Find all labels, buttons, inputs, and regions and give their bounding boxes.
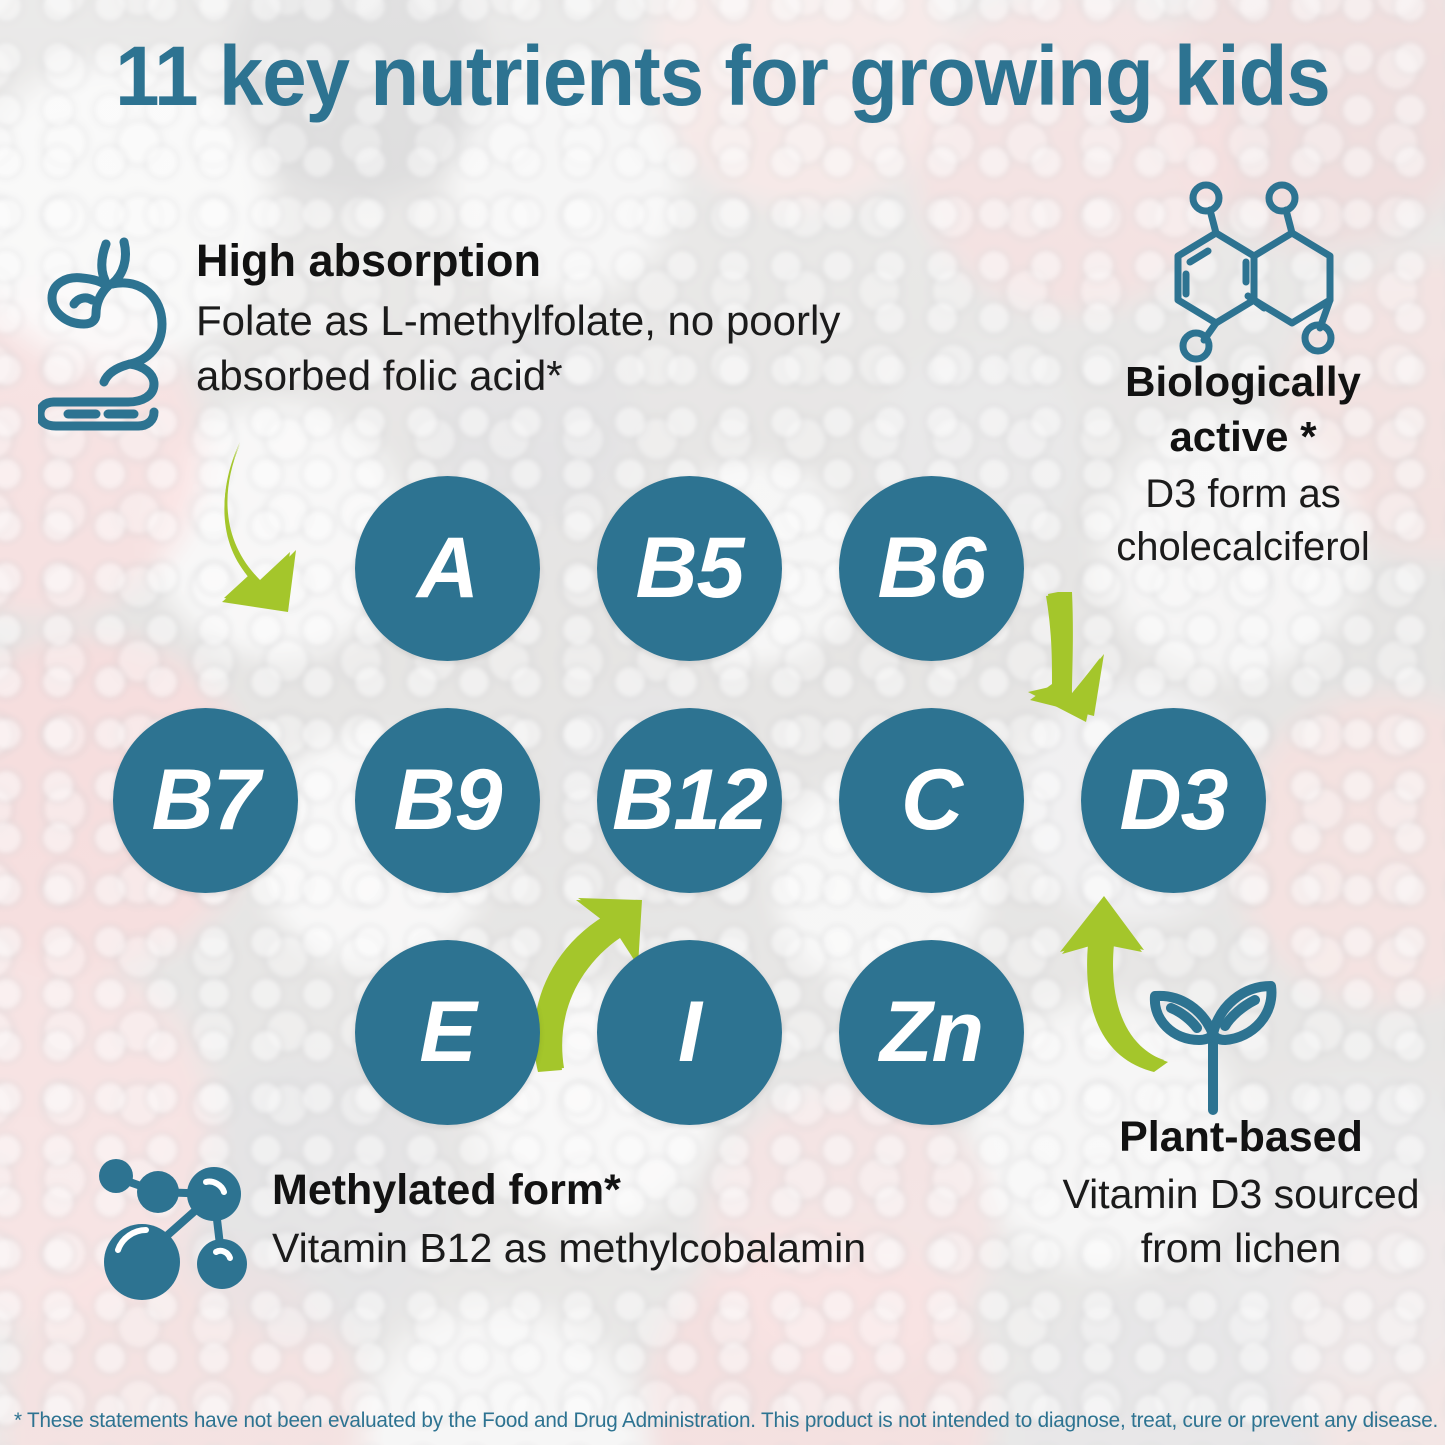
fda-disclaimer: * These statements have not been evaluat…: [14, 1409, 1439, 1432]
nutrient-circle-b6[interactable]: B6: [839, 476, 1024, 661]
feature-absorption-body: Folate as L-methylfolate, no poorly abso…: [196, 297, 841, 399]
feature-bioactive-body: D3 form as cholecalciferol: [1116, 472, 1370, 569]
feature-high-absorption: High absorption Folate as L-methylfolate…: [196, 235, 896, 404]
nutrient-circle-c[interactable]: C: [839, 708, 1024, 893]
nutrient-circle-b9[interactable]: B9: [355, 708, 540, 893]
nutrient-circle-a[interactable]: A: [355, 476, 540, 661]
nutrient-circle-zn[interactable]: Zn: [839, 940, 1024, 1125]
molecule-hexagon-icon: [1160, 178, 1345, 363]
stomach-digestive-icon: [35, 232, 188, 432]
nutrient-circle-d3[interactable]: D3: [1081, 708, 1266, 893]
page-title: 11 key nutrients for growing kids: [115, 29, 1331, 123]
feature-plant-body: Vitamin D3 sourced from lichen: [1062, 1171, 1420, 1272]
feature-absorption-heading: High absorption: [196, 235, 541, 286]
nutrient-circle-b7[interactable]: B7: [113, 708, 298, 893]
feature-biologically-active: Biologically active * D3 form as choleca…: [1078, 355, 1408, 574]
sprout-leaf-icon: [1133, 960, 1293, 1120]
nutrient-circle-b5[interactable]: B5: [597, 476, 782, 661]
feature-methylated-heading: Methylated form*: [272, 1166, 621, 1214]
nutrient-circle-b12[interactable]: B12: [597, 708, 782, 893]
arrow-bioactive-to-d3-icon: [1008, 588, 1153, 733]
nutrient-circle-e[interactable]: E: [355, 940, 540, 1125]
feature-plant-based: Plant-based Vitamin D3 sourced from lich…: [1046, 1113, 1436, 1275]
arrow-plant-to-d3-icon: [1038, 886, 1208, 1076]
molecule-nodes-icon: [94, 1158, 264, 1313]
feature-methylated-form: Methylated form* Vitamin B12 as methylco…: [272, 1166, 952, 1275]
arrow-methylated-to-b12-icon: [518, 886, 668, 1076]
arrow-absorption-to-a-icon: [196, 430, 381, 635]
feature-plant-heading: Plant-based: [1119, 1113, 1363, 1161]
feature-methylated-body: Vitamin B12 as methylcobalamin: [272, 1225, 867, 1272]
feature-bioactive-heading: Biologically active *: [1125, 358, 1361, 460]
nutrient-circle-i[interactable]: I: [597, 940, 782, 1125]
